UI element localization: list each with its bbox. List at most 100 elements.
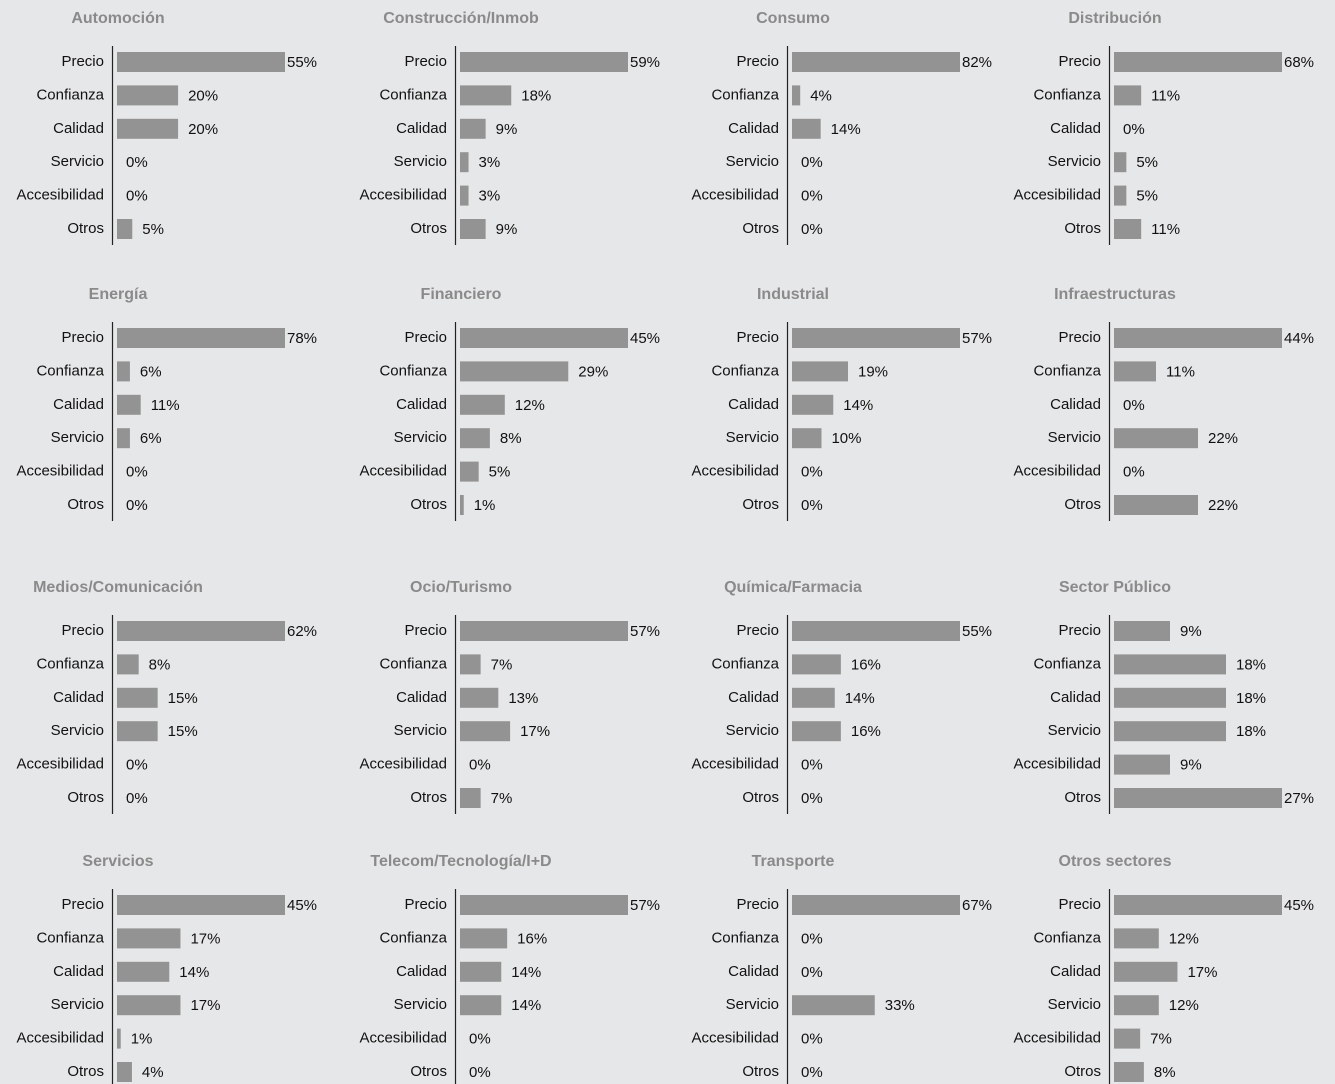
bar: [1114, 1062, 1144, 1082]
value-label: 3%: [479, 188, 501, 205]
category-label: Otros: [742, 789, 779, 806]
chart-title: Otros sectores: [1059, 853, 1172, 870]
chart-title: Financiero: [421, 286, 502, 303]
value-label: 29%: [578, 363, 608, 380]
value-label: 3%: [479, 154, 501, 171]
value-label: 55%: [287, 54, 317, 71]
value-label: 8%: [1154, 1064, 1176, 1081]
category-label: Accesibilidad: [16, 463, 104, 480]
category-label: Otros: [67, 789, 104, 806]
category-label: Precio: [61, 329, 104, 346]
value-label: 8%: [149, 656, 171, 673]
category-label: Otros: [742, 496, 779, 513]
category-label: Accesibilidad: [16, 756, 104, 773]
chart-title: Ocio/Turismo: [410, 579, 512, 596]
category-label: Precio: [1058, 329, 1101, 346]
category-label: Confianza: [36, 86, 104, 103]
chart: Infraestructuras Precio 44% Confianza 11% Cal…: [1013, 286, 1314, 521]
bar: [460, 721, 511, 742]
value-label: 11%: [1151, 87, 1180, 104]
value-label: 0%: [1123, 397, 1145, 414]
bar: [117, 219, 133, 239]
bar: [117, 1062, 132, 1082]
value-label: 7%: [491, 790, 513, 807]
bar: [1114, 754, 1170, 775]
value-label: 12%: [1169, 997, 1199, 1014]
value-label: 0%: [801, 757, 823, 774]
category-label: Otros: [742, 220, 779, 237]
bar: [460, 621, 628, 641]
bar: [460, 961, 502, 982]
value-label: 0%: [126, 790, 148, 807]
category-label: Accesibilidad: [359, 463, 447, 480]
bar: [460, 461, 479, 482]
category-label: Confianza: [379, 362, 447, 379]
chart: Financiero Precio 45% Confianza 29% Calidad 12…: [359, 286, 660, 521]
value-label: 11%: [1166, 363, 1195, 380]
bar: [792, 995, 875, 1016]
category-label: Confianza: [379, 929, 447, 946]
chart: Química/Farmacia Precio 55% Confianza 16% Cal…: [691, 579, 992, 814]
category-label: Calidad: [1050, 689, 1101, 706]
category-label: Precio: [736, 53, 779, 70]
chart: Medios/Comunicación Precio 62% Confianza 8% C…: [16, 579, 317, 814]
chart: Transporte Precio 67% Confianza 0% Calidad 0% S…: [691, 853, 992, 1084]
chart-title: Telecom/Tecnología/I+D: [370, 853, 551, 870]
category-label: Confianza: [36, 655, 104, 672]
value-label: 22%: [1208, 497, 1238, 514]
category-label: Calidad: [728, 120, 779, 137]
category-label: Servicio: [726, 996, 779, 1013]
chart-title: Medios/Comunicación: [33, 579, 203, 596]
bar: [792, 394, 834, 415]
value-label: 45%: [1284, 897, 1314, 914]
category-label: Servicio: [726, 153, 779, 170]
bar: [1114, 895, 1282, 915]
bar: [460, 361, 569, 382]
category-label: Precio: [1058, 622, 1101, 639]
value-label: 0%: [801, 790, 823, 807]
value-label: 9%: [1180, 623, 1202, 640]
value-label: 4%: [810, 87, 832, 104]
category-label: Confianza: [1033, 655, 1101, 672]
category-label: Otros: [1064, 789, 1101, 806]
value-label: 62%: [287, 623, 317, 640]
bar: [1114, 721, 1226, 742]
value-label: 14%: [179, 964, 209, 981]
category-label: Accesibilidad: [1013, 463, 1101, 480]
value-label: 15%: [168, 690, 198, 707]
value-label: 55%: [962, 623, 992, 640]
bar: [460, 428, 490, 449]
value-label: 18%: [1236, 656, 1266, 673]
value-label: 6%: [140, 363, 162, 380]
value-label: 14%: [511, 997, 541, 1014]
bar: [792, 361, 848, 382]
bar: [117, 52, 285, 72]
category-label: Precio: [1058, 53, 1101, 70]
value-label: 16%: [851, 723, 881, 740]
category-label: Servicio: [726, 722, 779, 739]
bar: [1114, 687, 1226, 708]
category-label: Otros: [1064, 220, 1101, 237]
value-label: 0%: [801, 497, 823, 514]
value-label: 9%: [496, 221, 518, 238]
bar: [460, 895, 628, 915]
category-label: Precio: [736, 622, 779, 639]
value-label: 0%: [469, 1064, 491, 1081]
bar: [1114, 361, 1156, 382]
category-label: Precio: [1058, 896, 1101, 913]
category-label: Confianza: [1033, 362, 1101, 379]
category-label: Servicio: [394, 996, 447, 1013]
category-label: Servicio: [51, 153, 104, 170]
bar: [792, 428, 822, 449]
value-label: 17%: [520, 723, 550, 740]
chart: Sector Público Precio 9% Confianza 18% Calida…: [1013, 579, 1314, 814]
category-label: Accesibilidad: [359, 756, 447, 773]
value-label: 14%: [845, 690, 875, 707]
category-label: Precio: [736, 896, 779, 913]
value-label: 0%: [1123, 464, 1145, 481]
value-label: 5%: [489, 464, 511, 481]
category-label: Confianza: [379, 86, 447, 103]
chart: Distribución Precio 68% Confianza 11% Calidad…: [1013, 10, 1314, 245]
chart: Ocio/Turismo Precio 57% Confianza 7% Calidad 1…: [359, 579, 660, 814]
category-label: Confianza: [711, 655, 779, 672]
